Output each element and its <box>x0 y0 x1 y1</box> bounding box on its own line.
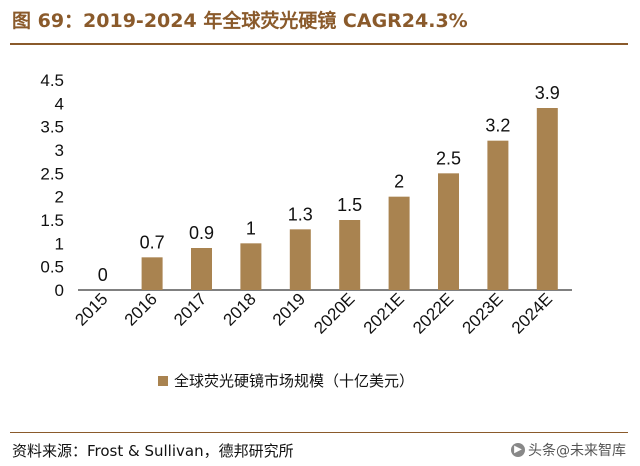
x-tick-label: 2022E <box>409 289 457 337</box>
y-tick-label: 4 <box>55 94 64 113</box>
data-label: 1 <box>246 218 256 238</box>
x-tick-label: 2017 <box>170 289 210 329</box>
bar <box>191 248 212 290</box>
data-label: 1.3 <box>288 204 313 224</box>
data-label: 3.9 <box>535 83 560 103</box>
y-tick-label: 4.5 <box>40 71 64 90</box>
legend-swatch <box>158 376 168 386</box>
bars <box>141 108 558 290</box>
y-tick-label: 2.5 <box>40 164 64 183</box>
y-tick-label: 0.5 <box>40 258 64 277</box>
y-tick-label: 3 <box>55 141 64 160</box>
x-tick-label: 2023E <box>459 289 507 337</box>
bar <box>536 108 558 290</box>
x-tick-label: 2016 <box>121 289 161 329</box>
bar <box>339 220 361 290</box>
legend: 全球荧光硬镜市场规模（十亿美元） <box>158 372 414 390</box>
data-label: 2 <box>394 172 404 192</box>
data-label: 0.9 <box>189 223 214 243</box>
title-rule <box>10 43 628 45</box>
x-axis: 2015 2016 2017 2018 2019 2020E 2021E 2022E 2023E… <box>71 289 572 338</box>
watermark-logo-icon: ▶ <box>511 443 525 457</box>
figure-title: 图 69：2019-2024 年全球荧光硬镜 CAGR24.3% <box>12 10 468 32</box>
x-tick-label: 2018 <box>220 289 260 329</box>
x-tick-label: 2021E <box>360 289 408 337</box>
y-tick-label: 0 <box>55 281 64 300</box>
y-tick-label: 3.5 <box>40 118 64 137</box>
x-tick-label: 2024E <box>508 289 556 337</box>
x-tick-label: 2019 <box>269 289 309 329</box>
bar <box>141 257 163 290</box>
data-label: 1.5 <box>337 195 362 215</box>
watermark-text: 头条@未来智库 <box>528 443 626 459</box>
data-label: 0.7 <box>140 232 165 252</box>
y-tick-label: 1.5 <box>40 211 64 230</box>
data-label: 2.5 <box>436 148 461 168</box>
bar <box>289 229 311 290</box>
x-tick-label: 2015 <box>71 289 111 329</box>
x-tick-label: 2020E <box>310 289 358 337</box>
bar <box>487 140 509 290</box>
data-label: 0 <box>98 265 108 285</box>
y-axis: 0 0.5 1 1.5 2 2.5 3 3.5 4 4.5 <box>40 71 64 300</box>
legend-label: 全球荧光硬镜市场规模（十亿美元） <box>174 372 414 390</box>
bar <box>388 196 410 290</box>
y-tick-label: 2 <box>55 188 64 207</box>
y-tick-label: 1 <box>55 234 64 253</box>
bar <box>438 173 459 290</box>
watermark: ▶ 头条@未来智库 <box>511 440 626 460</box>
footer-rule <box>10 432 628 433</box>
source-note: 资料来源：Frost & Sullivan，德邦研究所 <box>12 442 294 460</box>
data-label: 3.2 <box>485 116 510 136</box>
bar <box>240 243 262 290</box>
data-labels: 0 0.7 0.9 1 1.3 1.5 2 2.5 3.2 3.9 <box>98 83 560 285</box>
